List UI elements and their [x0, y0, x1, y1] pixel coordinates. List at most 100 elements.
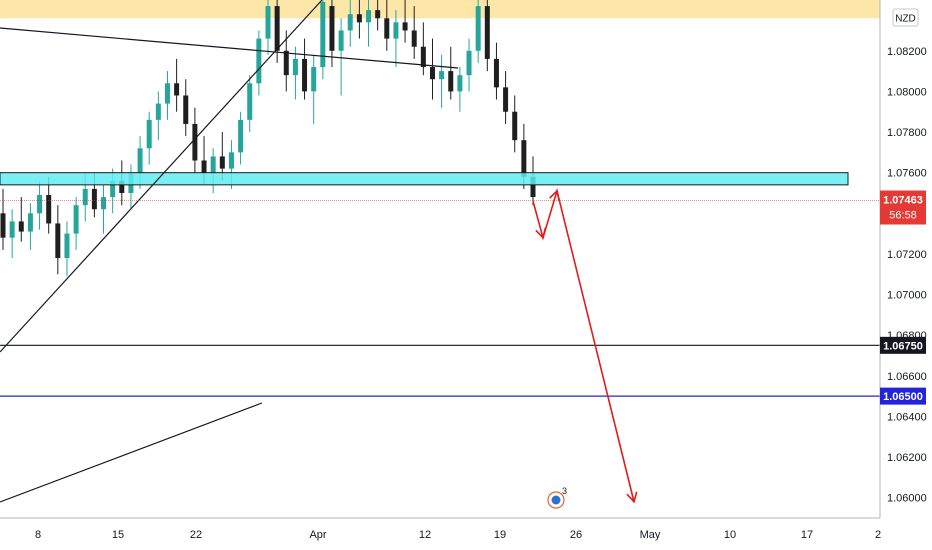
level-tag-black[interactable]: 1.06750 [880, 336, 926, 354]
candle-body [338, 30, 344, 51]
candle-body [274, 6, 280, 51]
price-tick-label: 1.06600 [887, 371, 927, 383]
time-tick-label: May [640, 529, 661, 541]
price-axis-ticks: 1.08200 1.08000 1.07800 1.07600 1.07200 1.070… [887, 46, 927, 505]
candle-body [91, 188, 97, 210]
candle-body [493, 58, 499, 88]
candle-body [393, 22, 399, 39]
projection-arrowhead [626, 491, 638, 504]
time-axis-ticks: 8 15 22 Apr 12 19 26 May 10 17 2 [35, 529, 881, 541]
candle-body [356, 14, 362, 23]
candle-body [411, 30, 417, 47]
candle-body [320, 2, 326, 68]
price-axis-background [880, 0, 932, 550]
candle-body [119, 180, 125, 193]
candle-body [73, 205, 79, 234]
candle-body [27, 213, 33, 232]
price-tick-label: 1.07200 [887, 249, 927, 261]
candle-body [503, 87, 509, 112]
candle-body [439, 71, 445, 80]
candle-body [46, 195, 52, 224]
candle-body [457, 75, 463, 92]
candle-body [137, 148, 143, 173]
event-icon-inner [551, 495, 561, 505]
candle-body [530, 176, 536, 198]
candle-body [238, 119, 244, 153]
time-tick-label: 15 [112, 529, 124, 541]
time-tick-label: Apr [309, 529, 326, 541]
candle-body [192, 123, 198, 161]
candle-body [448, 71, 454, 92]
candle-body [183, 95, 189, 124]
candle-body [366, 10, 372, 23]
candle-body [420, 46, 426, 68]
price-tick-label: 1.08000 [887, 86, 927, 98]
candle-body [64, 233, 70, 258]
candle-body [466, 50, 472, 76]
projection-arrowhead [549, 189, 560, 202]
candle-body [164, 83, 170, 104]
countdown-timer: 56:58 [889, 209, 917, 221]
candle-body [265, 6, 271, 39]
candle-body [82, 188, 88, 206]
candle-body [484, 6, 490, 59]
candle-body [283, 50, 289, 76]
time-tick-label: 10 [724, 529, 736, 541]
candle-body [110, 180, 116, 198]
time-tick-label: 12 [419, 529, 431, 541]
price-tick-label: 1.06200 [887, 452, 927, 464]
candle-body [0, 213, 6, 238]
time-tick-label: 19 [494, 529, 506, 541]
support-zone[interactable] [0, 172, 849, 186]
resistance-zone[interactable] [0, 0, 880, 19]
candle-body [292, 58, 298, 76]
current-price-value: 1.07463 [883, 194, 923, 206]
event-count: 3 [562, 486, 567, 496]
candle-body [329, 6, 335, 51]
lower-trendline[interactable] [0, 402, 263, 503]
candle-body [174, 83, 180, 96]
currency-badge[interactable]: NZD [892, 8, 919, 27]
candle-body [475, 6, 481, 51]
candle-body [9, 221, 15, 238]
candle-body [201, 160, 207, 173]
candlestick-series [0, 0, 536, 277]
currency-label: NZD [895, 14, 916, 25]
candle-body [219, 156, 225, 169]
candle-body [512, 111, 518, 141]
candle-body [347, 14, 353, 31]
time-tick-label: 26 [570, 529, 582, 541]
price-tick-label: 1.08200 [887, 46, 927, 58]
time-tick-label: 17 [801, 529, 813, 541]
candle-body [311, 67, 317, 92]
time-tick-label: 8 [35, 529, 41, 541]
candle-body [18, 221, 24, 232]
event-marker[interactable]: 3 [547, 486, 567, 509]
candle-body [375, 10, 381, 19]
price-tick-label: 1.07800 [887, 127, 927, 139]
candle-body [55, 223, 61, 258]
candle-body [521, 140, 527, 177]
projection-path[interactable] [532, 187, 638, 504]
candle-body [256, 38, 262, 84]
candle-body [228, 152, 234, 169]
price-tick-label: 1.06000 [887, 493, 927, 505]
candle-body [101, 197, 107, 210]
candle-body [155, 103, 161, 120]
candle-body [384, 18, 390, 39]
price-tick-label: 1.07000 [887, 290, 927, 302]
time-tick-label: 2 [875, 529, 881, 541]
ascending-trendline[interactable] [0, 0, 323, 353]
descending-trendline[interactable] [0, 27, 459, 69]
candle-body [37, 195, 43, 214]
level-value-blue: 1.06500 [883, 391, 923, 403]
level-tag-blue[interactable]: 1.06500 [880, 387, 926, 405]
candle-body [402, 22, 408, 31]
current-price-tag[interactable]: 1.07463 56:58 [880, 190, 926, 225]
projection-arrowhead [535, 227, 547, 240]
candle-body [302, 58, 308, 92]
candle-body [146, 119, 152, 149]
price-tick-label: 1.07600 [887, 168, 927, 180]
time-tick-label: 22 [190, 529, 202, 541]
